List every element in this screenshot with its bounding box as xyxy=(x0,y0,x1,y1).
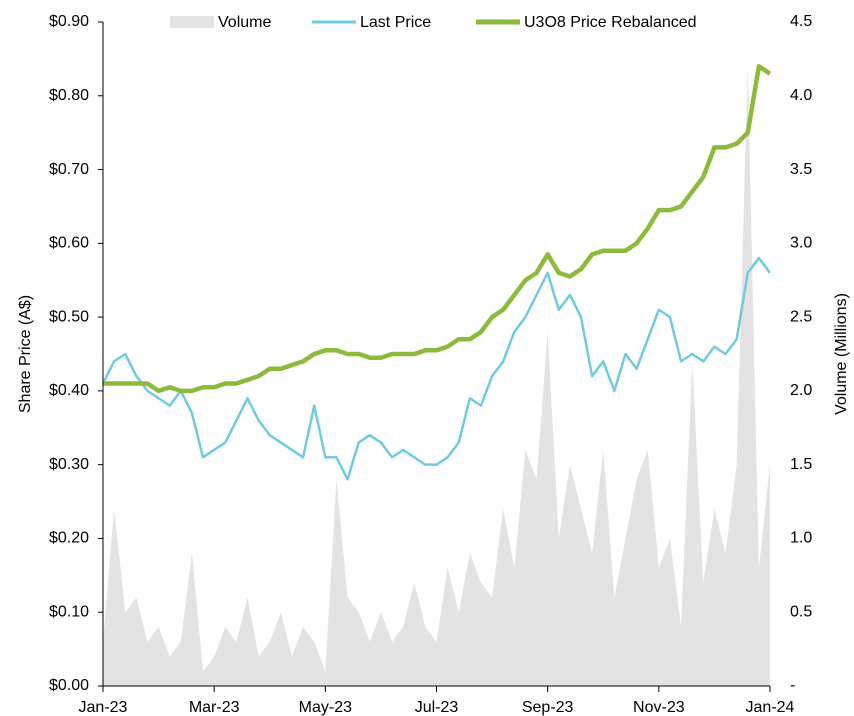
x-tick-label: May-23 xyxy=(299,699,352,716)
x-tick-label: Nov-23 xyxy=(633,699,685,716)
legend-label: Volume xyxy=(218,14,271,31)
legend-label: Last Price xyxy=(360,14,431,31)
price-line xyxy=(103,64,772,394)
x-tick-label: Jul-23 xyxy=(415,699,459,716)
y2-tick-label: 3.0 xyxy=(790,235,812,252)
y2-tick-label: 4.5 xyxy=(790,13,812,30)
y2-tick-label: 3.5 xyxy=(790,161,812,178)
y-tick-label: $0.60 xyxy=(49,235,89,252)
y-tick-label: $0.80 xyxy=(49,87,89,104)
x-tick-label: Jan-23 xyxy=(79,699,128,716)
legend-swatch xyxy=(170,16,214,28)
legend-label: U3O8 Price Rebalanced xyxy=(524,14,697,31)
y2-tick-label: 0.5 xyxy=(790,603,812,620)
price-line xyxy=(101,256,771,481)
y-tick-label: $0.70 xyxy=(49,161,89,178)
y-tick-label: $0.30 xyxy=(49,456,89,473)
y2-tick-label: - xyxy=(790,677,795,694)
y2-tick-label: 1.0 xyxy=(790,530,812,547)
x-tick-label: Sep-23 xyxy=(522,699,574,716)
y2-tick-label: 4.0 xyxy=(790,87,812,104)
y-tick-label: $0.50 xyxy=(49,308,89,325)
y2-axis-label: Volume (Millions) xyxy=(833,293,850,415)
y-tick-label: $0.00 xyxy=(49,677,89,694)
y-axis-label: Share Price (A$) xyxy=(17,295,34,413)
x-tick-label: Mar-23 xyxy=(189,699,240,716)
x-tick-label: Jan-24 xyxy=(746,699,795,716)
y-tick-label: $0.90 xyxy=(49,13,89,30)
y2-tick-label: 1.5 xyxy=(790,456,812,473)
y2-tick-label: 2.0 xyxy=(790,382,812,399)
y-tick-label: $0.20 xyxy=(49,530,89,547)
y-tick-label: $0.40 xyxy=(49,382,89,399)
y-tick-label: $0.10 xyxy=(49,603,89,620)
volume-area xyxy=(103,66,770,687)
y2-tick-label: 2.5 xyxy=(790,308,812,325)
